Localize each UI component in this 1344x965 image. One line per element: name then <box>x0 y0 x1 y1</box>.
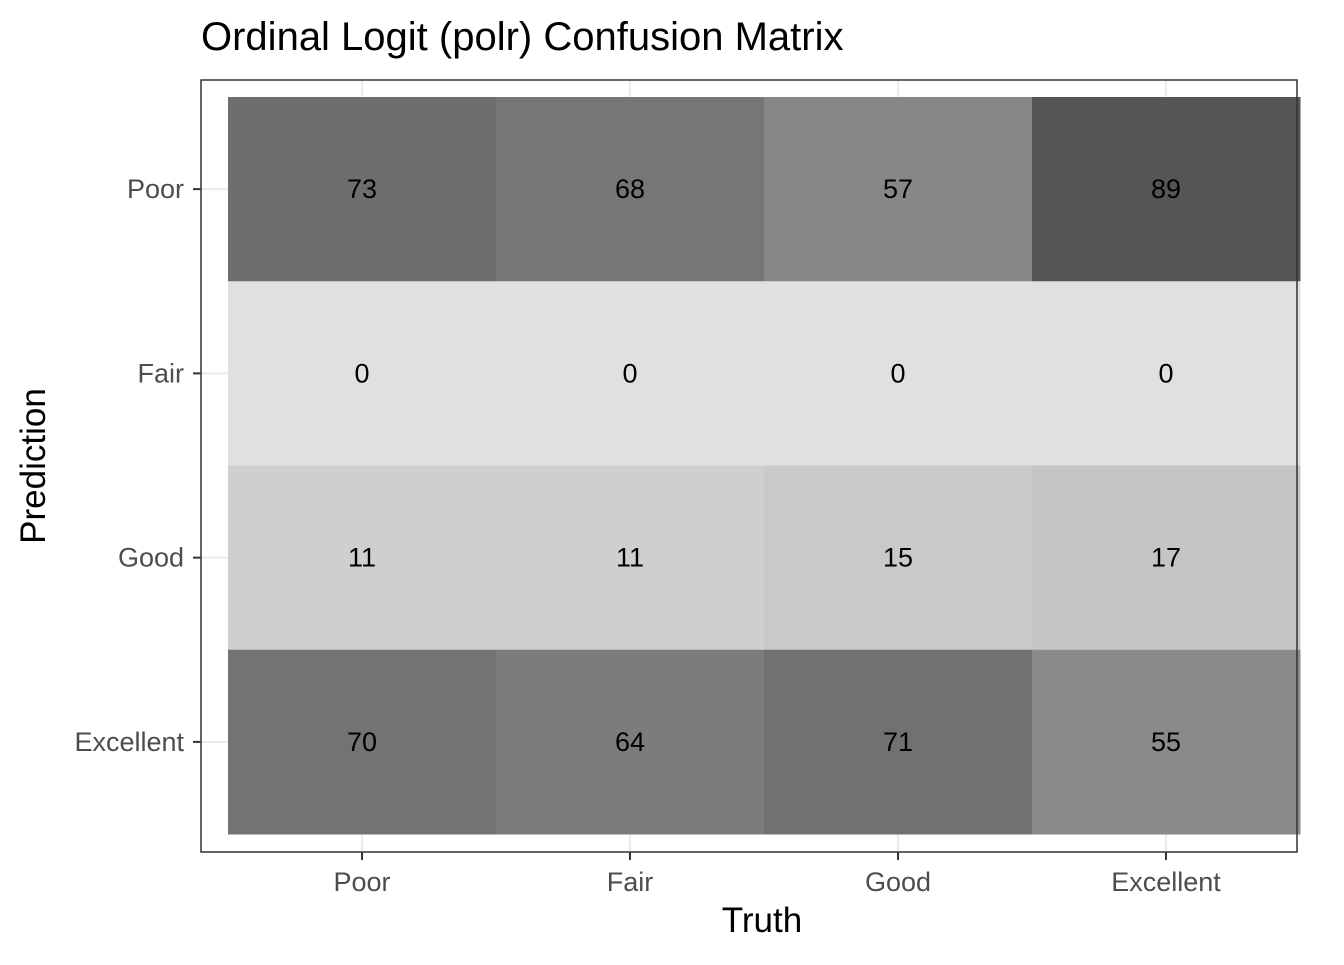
cell-truth-excellent-pred-excellent-label: 55 <box>1151 727 1181 757</box>
y-axis: Poor Fair Good Excellent <box>74 174 201 757</box>
y-tick-label-fair: Fair <box>138 358 185 388</box>
x-axis: Poor Fair Good Excellent <box>333 852 1221 897</box>
y-tick-label-excellent: Excellent <box>74 727 184 757</box>
x-tick-label-fair: Fair <box>607 867 654 897</box>
cell-truth-excellent-pred-good <box>1032 465 1301 651</box>
cell-truth-excellent-pred-good-label: 17 <box>1151 543 1181 573</box>
cell-truth-good-pred-fair <box>764 281 1033 466</box>
cell-truth-good-pred-good-label: 15 <box>883 543 913 573</box>
cell-truth-fair-pred-poor-label: 68 <box>615 174 645 204</box>
cell-truth-poor-pred-good-label: 11 <box>348 543 376 573</box>
cell-truth-excellent-pred-poor <box>1032 97 1301 282</box>
cell-truth-poor-pred-fair-label: 0 <box>354 358 369 388</box>
cell-truth-fair-pred-fair-label: 0 <box>622 358 637 388</box>
cell-truth-good-pred-fair-label: 0 <box>890 358 905 388</box>
cell-truth-poor-pred-fair <box>228 281 497 466</box>
chart-title: Ordinal Logit (polr) Confusion Matrix <box>201 15 843 59</box>
x-tick-label-excellent: Excellent <box>1111 867 1221 897</box>
heatmap-cells <box>228 97 1301 835</box>
cell-truth-good-pred-good <box>764 465 1033 651</box>
cell-truth-good-pred-excellent <box>764 649 1033 835</box>
cell-truth-fair-pred-good <box>496 465 765 651</box>
cell-labels: 73 68 57 89 0 0 0 0 11 11 15 17 70 64 71 55 <box>347 174 1181 757</box>
cell-truth-excellent-pred-poor-label: 89 <box>1151 174 1181 204</box>
cell-truth-poor-pred-poor-label: 73 <box>347 174 377 204</box>
cell-truth-fair-pred-poor <box>496 97 765 282</box>
cell-truth-fair-pred-fair <box>496 281 765 466</box>
cell-truth-fair-pred-excellent <box>496 649 765 835</box>
cell-truth-excellent-pred-fair-label: 0 <box>1158 358 1173 388</box>
x-tick-label-poor: Poor <box>333 867 390 897</box>
panel-border <box>200 79 1298 853</box>
y-axis-title: Prediction <box>14 388 53 544</box>
cell-truth-good-pred-excellent-label: 71 <box>883 727 913 757</box>
y-tick-label-poor: Poor <box>127 174 184 204</box>
cell-truth-excellent-pred-excellent <box>1032 649 1301 835</box>
cell-truth-good-pred-poor <box>764 97 1033 282</box>
cell-truth-good-pred-poor-label: 57 <box>883 174 913 204</box>
x-tick-label-good: Good <box>865 867 931 897</box>
cell-truth-poor-pred-good <box>228 465 497 651</box>
cell-truth-fair-pred-excellent-label: 64 <box>615 727 645 757</box>
cell-truth-poor-pred-excellent <box>228 649 497 835</box>
x-axis-title: Truth <box>722 901 802 940</box>
cell-truth-poor-pred-poor <box>228 97 497 282</box>
cell-truth-fair-pred-good-label: 11 <box>616 543 644 573</box>
cell-truth-excellent-pred-fair <box>1032 281 1301 466</box>
y-tick-label-good: Good <box>118 543 184 573</box>
cell-truth-poor-pred-excellent-label: 70 <box>347 727 377 757</box>
